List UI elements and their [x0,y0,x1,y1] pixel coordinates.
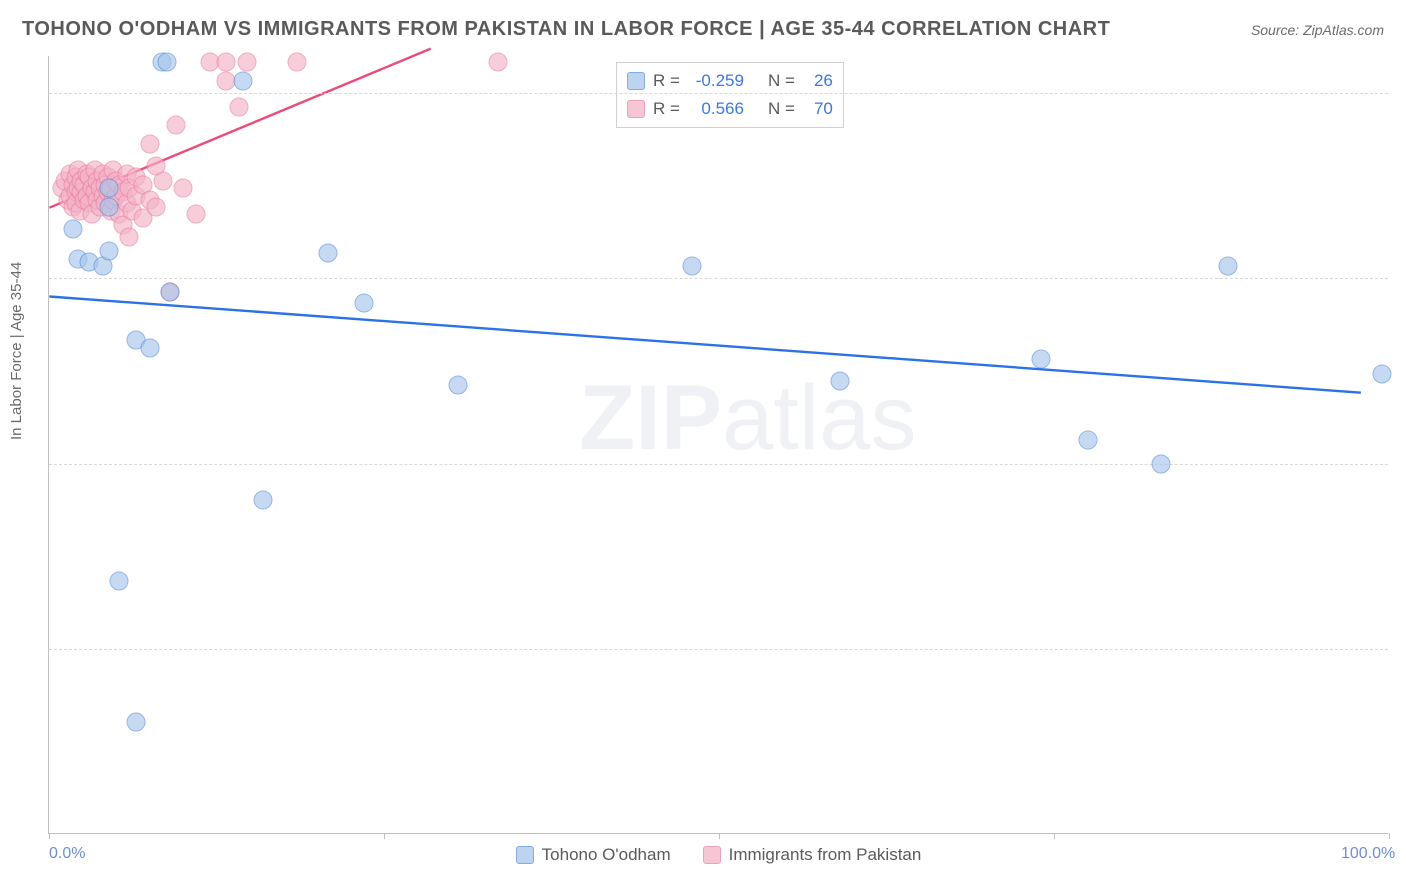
data-point-pakistan [174,179,193,198]
data-point-tohono [127,712,146,731]
data-point-pakistan [147,197,166,216]
legend-item-pakistan: Immigrants from Pakistan [703,845,922,865]
data-point-tohono [100,242,119,261]
gridline [49,649,1388,650]
legend-swatch [703,846,721,864]
x-tick [1054,833,1055,839]
legend-swatch [627,100,645,118]
legend-label: Tohono O'odham [542,845,671,865]
data-point-tohono [448,375,467,394]
x-tick [1389,833,1390,839]
data-point-tohono [354,294,373,313]
data-point-pakistan [230,97,249,116]
legend-swatch [516,846,534,864]
data-point-tohono [1078,431,1097,450]
data-point-tohono [100,179,119,198]
data-point-tohono [1219,257,1238,276]
x-tick-label: 0.0% [49,845,85,863]
r-value: -0.259 [688,67,744,95]
trend-lines-layer [49,56,1388,833]
data-point-tohono [160,283,179,302]
legend-swatch [627,72,645,90]
data-point-tohono [1152,455,1171,474]
data-point-tohono [830,372,849,391]
data-point-tohono [254,490,273,509]
data-point-tohono [64,220,83,239]
data-point-tohono [1373,364,1392,383]
legend-item-tohono: Tohono O'odham [516,845,671,865]
x-tick [384,833,385,839]
data-point-pakistan [167,116,186,135]
y-axis-label: In Labor Force | Age 35-44 [8,262,25,440]
data-point-pakistan [488,53,507,72]
r-value: 0.566 [688,95,744,123]
plot-area: ZIPatlas R =-0.259N =26R =0.566N =70 Toh… [48,56,1388,834]
data-point-tohono [140,338,159,357]
gridline [49,93,1388,94]
data-point-tohono [234,71,253,90]
x-tick [49,833,50,839]
chart-title: TOHONO O'ODHAM VS IMMIGRANTS FROM PAKIST… [22,18,1110,41]
n-label: N = [768,67,795,95]
x-tick [719,833,720,839]
trendline-tohono [49,297,1361,393]
legend-row-tohono: R = -0.259 N = 26 [627,67,833,95]
data-point-tohono [100,197,119,216]
data-point-pakistan [216,53,235,72]
data-point-tohono [683,257,702,276]
r-label: R = [653,67,680,95]
series-legend: Tohono O'odham Immigrants from Pakistan [49,845,1388,865]
source-attribution: Source: ZipAtlas.com [1251,22,1384,38]
data-point-tohono [109,572,128,591]
legend-label: Immigrants from Pakistan [729,845,922,865]
x-tick-label: 100.0% [1341,845,1395,863]
correlation-legend: R = -0.259 N = 26 R = 0.566 N = 70 [616,62,844,128]
gridline [49,278,1388,279]
gridline [49,464,1388,465]
data-point-pakistan [216,71,235,90]
n-value: 70 [803,95,833,123]
r-label: R = [653,95,680,123]
data-point-tohono [318,243,337,262]
data-point-pakistan [187,205,206,224]
data-point-pakistan [120,227,139,246]
data-point-pakistan [287,53,306,72]
n-value: 26 [803,67,833,95]
data-point-pakistan [238,53,257,72]
data-point-tohono [1031,349,1050,368]
n-label: N = [768,95,795,123]
data-point-pakistan [153,171,172,190]
data-point-tohono [157,53,176,72]
legend-row-pakistan: R = 0.566 N = 70 [627,95,833,123]
data-point-pakistan [140,134,159,153]
